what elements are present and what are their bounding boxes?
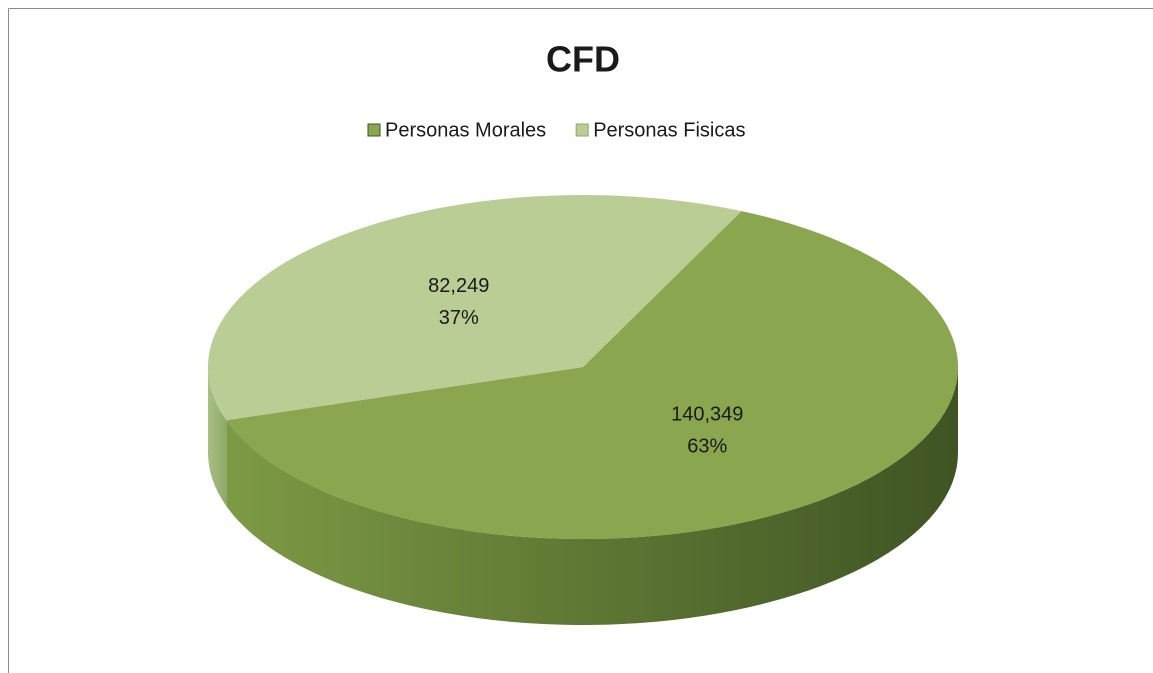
percent-label: 37% <box>439 307 479 329</box>
legend-label: Personas Morales <box>385 119 546 141</box>
legend-marker <box>575 123 589 137</box>
value-label: 140,349 <box>671 404 743 426</box>
slice-side <box>226 367 959 626</box>
slice <box>207 194 742 421</box>
slice-side <box>208 367 227 507</box>
value-label: 82,249 <box>428 275 489 297</box>
legend-label: Personas Fisicas <box>593 119 745 141</box>
percent-label: 63% <box>687 436 727 458</box>
legend-marker <box>367 123 381 137</box>
slice <box>226 211 959 539</box>
chart-title: CFD <box>546 39 620 80</box>
